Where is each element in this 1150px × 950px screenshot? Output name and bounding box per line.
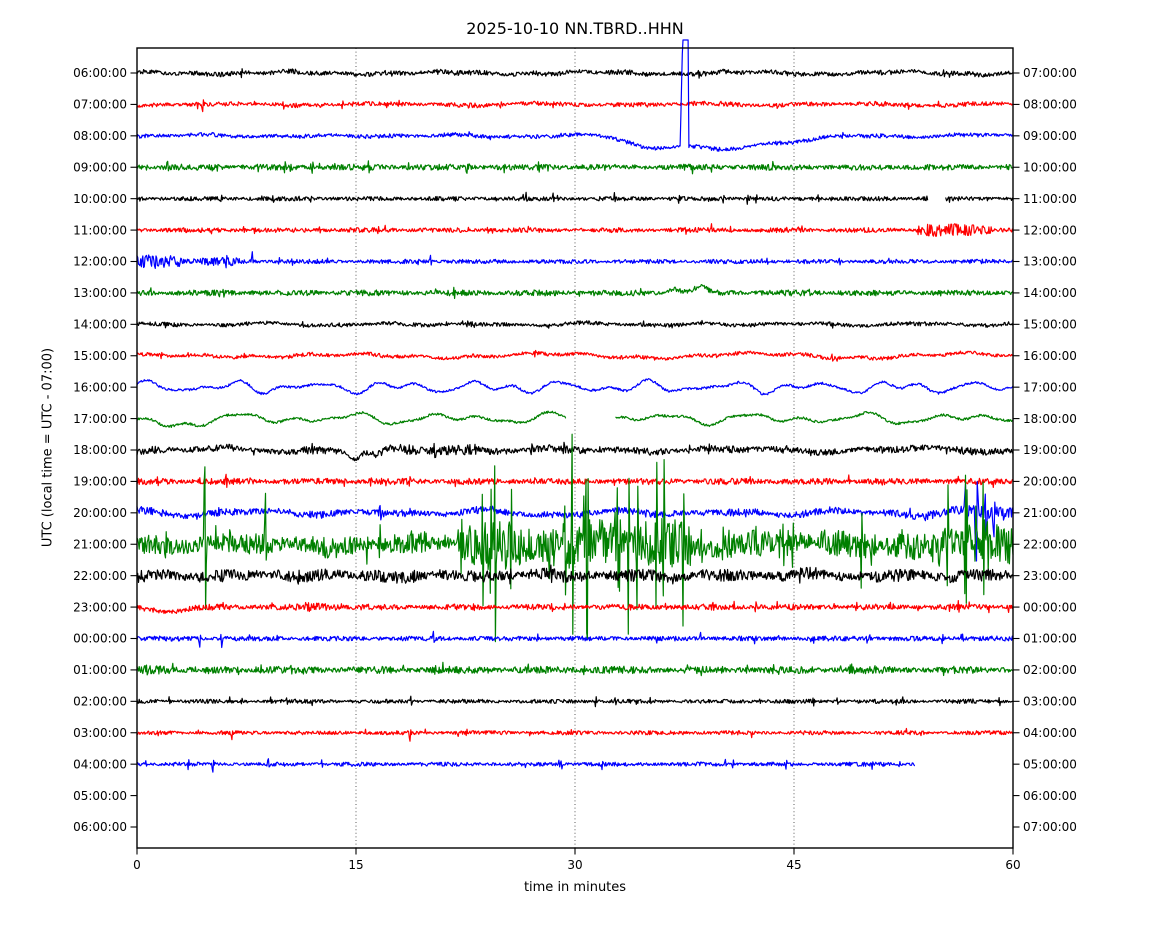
utc-tick-label: 18:00:00 — [73, 443, 127, 457]
utc-tick-label: 16:00:00 — [73, 380, 127, 394]
trace-11:00:00 — [136, 223, 1014, 237]
trace-12:00:00 — [136, 251, 1014, 269]
utc-tick-label: 05:00:00 — [73, 789, 127, 803]
utc-tick-label: 13:00:00 — [73, 286, 127, 300]
trace-07:00:00 — [136, 99, 1014, 113]
utc-tick-label: 02:00:00 — [73, 695, 127, 709]
trace-15:00:00 — [136, 349, 1014, 362]
local-tick-label: 17:00:00 — [1023, 380, 1077, 394]
local-tick-label: 04:00:00 — [1023, 726, 1077, 740]
trace-09:00:00 — [136, 160, 1014, 175]
local-tick-label: 11:00:00 — [1023, 192, 1077, 206]
y-axis-label: UTC (local time = UTC - 07:00) — [40, 347, 56, 548]
chart-title: 2025-10-10 NN.TBRD..HHN — [466, 19, 684, 38]
local-tick-label: 21:00:00 — [1023, 506, 1077, 520]
trace-20:00:00 — [136, 481, 1014, 562]
trace-16:00:00 — [136, 378, 1014, 396]
local-tick-label: 10:00:00 — [1023, 160, 1077, 174]
local-tick-label: 07:00:00 — [1023, 66, 1077, 80]
trace-23:00:00 — [136, 600, 1014, 615]
utc-tick-label: 17:00:00 — [73, 412, 127, 426]
x-tick-label: 15 — [348, 858, 363, 872]
local-tick-label: 14:00:00 — [1023, 286, 1077, 300]
utc-tick-label: 20:00:00 — [73, 506, 127, 520]
utc-tick-label: 12:00:00 — [73, 255, 127, 269]
local-tick-label: 00:00:00 — [1023, 600, 1077, 614]
local-tick-label: 18:00:00 — [1023, 412, 1077, 426]
trace-13:00:00 — [136, 284, 1014, 300]
utc-tick-label: 01:00:00 — [73, 663, 127, 677]
utc-tick-label: 00:00:00 — [73, 632, 127, 646]
trace-19:00:00 — [136, 473, 1014, 488]
local-tick-label: 19:00:00 — [1023, 443, 1077, 457]
local-tick-label: 03:00:00 — [1023, 695, 1077, 709]
trace-01:00:00 — [136, 661, 1014, 677]
x-tick-label: 60 — [1005, 858, 1020, 872]
trace-03:00:00 — [136, 727, 1014, 742]
trace-10:00:00 — [136, 191, 1014, 205]
local-tick-label: 06:00:00 — [1023, 789, 1077, 803]
utc-tick-label: 21:00:00 — [73, 537, 127, 551]
trace-22:00:00 — [136, 564, 1014, 585]
utc-tick-label: 10:00:00 — [73, 192, 127, 206]
local-tick-label: 12:00:00 — [1023, 223, 1077, 237]
utc-tick-label: 03:00:00 — [73, 726, 127, 740]
x-axis-label: time in minutes — [523, 880, 627, 895]
trace-17:00:00 — [136, 410, 1014, 428]
utc-tick-label: 06:00:00 — [73, 66, 127, 80]
utc-tick-label: 06:00:00 — [73, 820, 127, 834]
utc-tick-label: 15:00:00 — [73, 349, 127, 363]
utc-tick-label: 09:00:00 — [73, 160, 127, 174]
local-tick-label: 22:00:00 — [1023, 537, 1077, 551]
utc-tick-label: 14:00:00 — [73, 318, 127, 332]
utc-tick-label: 22:00:00 — [73, 569, 127, 583]
trace-02:00:00 — [136, 695, 1014, 708]
local-tick-label: 08:00:00 — [1023, 98, 1077, 112]
trace-08:00:00 — [136, 39, 1014, 152]
utc-tick-label: 23:00:00 — [73, 600, 127, 614]
x-tick-label: 45 — [786, 858, 801, 872]
local-tick-label: 01:00:00 — [1023, 632, 1077, 646]
x-tick-label: 30 — [567, 858, 582, 872]
trace-06:00:00 — [136, 68, 1014, 79]
utc-tick-label: 11:00:00 — [73, 223, 127, 237]
utc-tick-label: 07:00:00 — [73, 98, 127, 112]
local-tick-label: 23:00:00 — [1023, 569, 1077, 583]
local-tick-label: 07:00:00 — [1023, 820, 1077, 834]
local-tick-label: 02:00:00 — [1023, 663, 1077, 677]
x-tick-label: 0 — [133, 858, 141, 872]
local-tick-label: 05:00:00 — [1023, 757, 1077, 771]
local-tick-label: 09:00:00 — [1023, 129, 1077, 143]
local-tick-label: 20:00:00 — [1023, 475, 1077, 489]
trace-04:00:00 — [136, 758, 915, 773]
utc-tick-label: 04:00:00 — [73, 757, 127, 771]
utc-tick-label: 19:00:00 — [73, 475, 127, 489]
trace-21:00:00 — [136, 433, 1014, 643]
local-tick-label: 15:00:00 — [1023, 318, 1077, 332]
trace-14:00:00 — [136, 319, 1014, 329]
trace-18:00:00 — [136, 441, 1014, 462]
local-tick-label: 16:00:00 — [1023, 349, 1077, 363]
local-tick-label: 13:00:00 — [1023, 255, 1077, 269]
utc-tick-label: 08:00:00 — [73, 129, 127, 143]
trace-00:00:00 — [136, 630, 1014, 649]
